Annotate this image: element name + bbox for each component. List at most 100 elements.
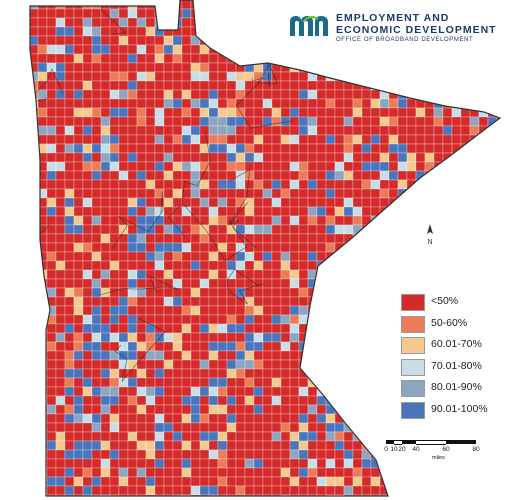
map-cell: [181, 0, 192, 10]
map-cell: [217, 134, 228, 145]
map-cell: [343, 314, 354, 325]
map-cell: [370, 323, 381, 334]
map-cell: [370, 233, 381, 244]
map-cell: [316, 197, 327, 208]
map-cell: [307, 332, 318, 343]
map-cell: [136, 188, 147, 199]
map-cell: [208, 449, 219, 460]
map-cell: [73, 188, 84, 199]
map-cell: [343, 377, 354, 388]
map-cell: [55, 170, 66, 181]
map-cell: [37, 188, 48, 199]
map-cell: [244, 188, 255, 199]
map-cell: [415, 143, 426, 154]
map-cell: [145, 413, 156, 424]
map-cell: [46, 485, 57, 496]
map-cell: [55, 323, 66, 334]
map-cell: [127, 485, 138, 496]
map-cell: [343, 467, 354, 478]
map-cell: [154, 404, 165, 415]
map-cell: [46, 476, 57, 487]
map-cell: [388, 125, 399, 136]
map-cell: [100, 350, 111, 361]
map-cell: [37, 17, 48, 28]
map-cell: [73, 278, 84, 289]
map-cell: [55, 197, 66, 208]
map-cell: [172, 134, 183, 145]
map-cell: [163, 368, 174, 379]
map-cell: [262, 368, 273, 379]
map-cell: [199, 107, 210, 118]
map-cell: [136, 44, 147, 55]
map-cell: [82, 323, 93, 334]
map-cell: [109, 359, 120, 370]
map-cell: [64, 422, 75, 433]
map-cell: [442, 494, 453, 496]
map-cell: [424, 143, 435, 154]
map-cell: [100, 116, 111, 127]
map-cell: [64, 296, 75, 307]
map-cell: [145, 89, 156, 100]
map-cell: [37, 305, 48, 316]
map-cell: [73, 395, 84, 406]
map-cell: [145, 251, 156, 262]
map-cell: [181, 143, 192, 154]
map-cell: [496, 422, 500, 433]
map-cell: [20, 441, 29, 450]
map-cell: [397, 476, 408, 487]
map-cell: [163, 260, 174, 271]
map-cell: [478, 260, 489, 271]
map-cell: [244, 242, 255, 253]
map-cell: [163, 485, 174, 496]
map-cell: [109, 386, 120, 397]
map-cell: [109, 125, 120, 136]
map-cell: [469, 197, 480, 208]
map-cell: [388, 179, 399, 190]
map-cell: [145, 80, 156, 91]
map-cell: [172, 341, 183, 352]
map-cell: [487, 485, 498, 496]
map-cell: [460, 224, 471, 235]
map-cell: [20, 405, 29, 414]
map-cell: [190, 350, 201, 361]
map-cell: [406, 152, 417, 163]
map-cell: [424, 179, 435, 190]
map-cell: [55, 278, 66, 289]
map-cell: [442, 215, 453, 226]
map-cell: [280, 314, 291, 325]
map-cell: [442, 116, 453, 127]
map-cell: [298, 188, 309, 199]
map-cell: [91, 170, 102, 181]
map-cell: [181, 26, 192, 37]
map-cell: [307, 188, 318, 199]
map-cell: [136, 296, 147, 307]
map-cell: [91, 323, 102, 334]
map-cell: [352, 323, 363, 334]
map-cell: [172, 404, 183, 415]
map-cell: [370, 197, 381, 208]
map-cell: [82, 71, 93, 82]
map-cell: [109, 152, 120, 163]
map-cell: [235, 386, 246, 397]
map-cell: [91, 116, 102, 127]
map-cell: [316, 296, 327, 307]
map-cell: [208, 35, 219, 46]
map-cell: [181, 8, 192, 19]
map-cell: [181, 125, 192, 136]
map-cell: [100, 35, 111, 46]
map-cell: [388, 53, 399, 64]
map-cell: [64, 314, 75, 325]
map-cell: [37, 8, 48, 19]
map-cell: [397, 260, 408, 271]
map-cell: [73, 485, 84, 496]
map-cell: [46, 395, 57, 406]
map-cell: [325, 71, 336, 82]
map-cell: [163, 89, 174, 100]
map-cell: [64, 35, 75, 46]
map-cell: [262, 350, 273, 361]
map-cell: [64, 323, 75, 334]
map-cell: [172, 278, 183, 289]
map-cell: [127, 476, 138, 487]
map-cell: [100, 359, 111, 370]
map-cell: [442, 0, 453, 10]
